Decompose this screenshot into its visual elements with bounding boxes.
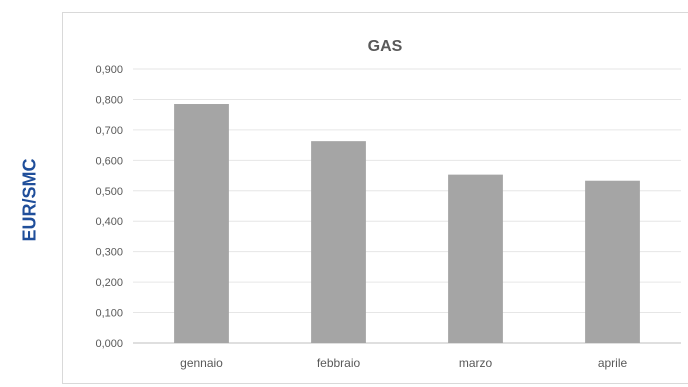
y-tick-labels: 0,000 0,100 0,200 0,300 0,400 0,500 0,600 0,700…: [95, 64, 123, 350]
bar-chart: GAS 0,0000,1000,2000,3000,4000,5000,6000…: [95, 38, 681, 370]
bar-gennaio: [174, 104, 229, 343]
y-tick-label: 0,000: [95, 338, 123, 350]
y-axis-title: EUR/SMC: [19, 158, 40, 242]
bars: [174, 104, 640, 343]
x-category-label: febbraio: [317, 356, 361, 370]
x-category-label: gennaio: [180, 356, 223, 370]
y-tick-label: 0,600: [95, 155, 123, 167]
bar-febbraio: [311, 141, 366, 343]
y-axis-title-area: EUR/SMC: [0, 0, 60, 387]
y-tick-label: 0,200: [95, 277, 123, 289]
bar-aprile: [585, 180, 640, 343]
chart-title: GAS: [368, 38, 403, 55]
bar-marzo: [448, 174, 503, 343]
y-tick-label: 0,400: [95, 216, 123, 228]
x-category-label: marzo: [459, 356, 493, 370]
y-tick-label: 0,300: [95, 247, 123, 259]
chart-area: GAS 0,000 0,100 0,200 0,300 0,400 0,500 0,600 0…: [62, 12, 688, 384]
y-tick-label: 0,100: [95, 308, 123, 320]
y-tick-label: 0,800: [95, 94, 123, 106]
y-tick-label: 0,700: [95, 125, 123, 137]
y-tick-label: 0,500: [95, 186, 123, 198]
x-category-labels: gennaio febbraio marzo aprile: [180, 356, 627, 370]
y-tick-label: 0,900: [95, 64, 123, 76]
x-category-label: aprile: [598, 356, 628, 370]
